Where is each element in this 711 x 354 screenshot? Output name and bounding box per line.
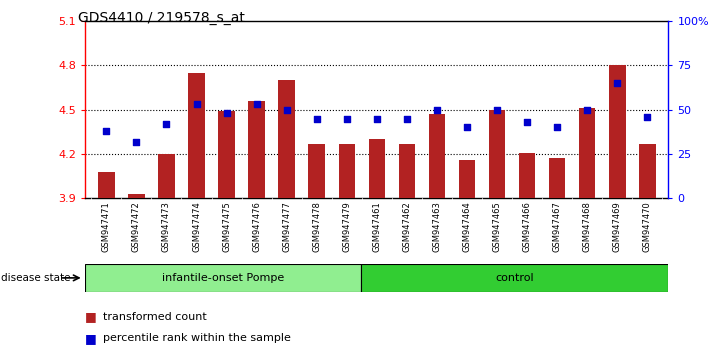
Bar [361,264,668,292]
Point [491,107,503,113]
Text: infantile-onset Pompe: infantile-onset Pompe [162,273,284,283]
Text: disease state: disease state [1,273,71,283]
Point [611,80,623,86]
Bar [338,144,355,198]
Bar [519,153,535,198]
Text: control: control [496,273,534,283]
Text: GSM947475: GSM947475 [222,201,231,252]
Text: GSM947476: GSM947476 [252,201,261,252]
Bar [639,144,656,198]
Point [311,116,322,121]
Bar [609,65,626,198]
Bar [549,159,565,198]
Text: ■: ■ [85,332,101,344]
Point [251,102,262,107]
Bar [368,139,385,198]
Point [161,121,172,127]
Text: GSM947471: GSM947471 [102,201,111,252]
Point [552,125,563,130]
Point [461,125,473,130]
Bar [579,108,596,198]
Text: GSM947472: GSM947472 [132,201,141,252]
Bar [459,160,475,198]
Point [191,102,202,107]
Point [101,128,112,134]
Bar [188,73,205,198]
Point [432,107,443,113]
Text: GSM947473: GSM947473 [162,201,171,252]
Text: GSM947477: GSM947477 [282,201,292,252]
Bar [248,101,265,198]
Text: GSM947470: GSM947470 [643,201,652,252]
Bar [488,110,506,198]
Bar [399,144,415,198]
Point [641,114,653,120]
Point [131,139,142,144]
Text: GSM947469: GSM947469 [613,201,621,252]
Text: GSM947478: GSM947478 [312,201,321,252]
Bar [429,114,445,198]
Text: ■: ■ [85,310,101,323]
Point [371,116,383,121]
Point [221,110,232,116]
Bar [85,264,361,292]
Text: GSM947462: GSM947462 [402,201,412,252]
Point [341,116,353,121]
Text: transformed count: transformed count [103,312,207,322]
Bar [158,154,175,198]
Text: GSM947479: GSM947479 [342,201,351,252]
Text: GDS4410 / 219578_s_at: GDS4410 / 219578_s_at [78,11,245,25]
Bar [98,172,114,198]
Text: GSM947474: GSM947474 [192,201,201,252]
Text: GSM947466: GSM947466 [523,201,532,252]
Text: GSM947465: GSM947465 [493,201,501,252]
Text: GSM947461: GSM947461 [373,201,381,252]
Point [582,107,593,113]
Text: GSM947468: GSM947468 [583,201,592,252]
Bar [309,144,325,198]
Bar [279,80,295,198]
Text: GSM947467: GSM947467 [552,201,562,252]
Bar [218,111,235,198]
Text: percentile rank within the sample: percentile rank within the sample [103,333,291,343]
Bar [128,194,144,198]
Point [401,116,412,121]
Point [521,119,533,125]
Point [281,107,292,113]
Text: GSM947464: GSM947464 [462,201,471,252]
Text: GSM947463: GSM947463 [432,201,442,252]
